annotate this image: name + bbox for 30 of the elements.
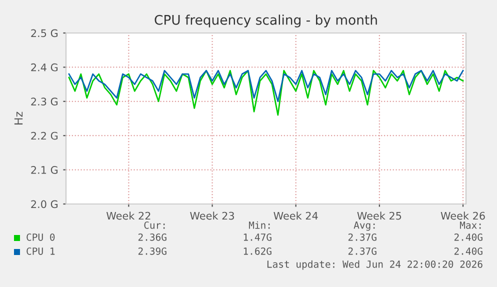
y-tick-label: 2.0 G	[31, 200, 58, 208]
x-tick-label: Week 24	[274, 212, 318, 220]
text: Avg:	[354, 222, 375, 231]
y-tick-label: 2.3 G	[31, 98, 58, 106]
text: Last update: Wed Jun 24 22:00:20 2026	[267, 260, 482, 270]
chart-title: CPU frequency scaling - by month	[154, 14, 377, 28]
text: 2.40G	[454, 233, 482, 241]
text: Min:	[248, 221, 270, 229]
y-axis-title: Hz	[14, 112, 23, 125]
x-tick-label: Week 22	[106, 212, 150, 220]
x-tick-label: Week 23	[190, 212, 234, 220]
text: 2.37G	[348, 233, 376, 241]
legend-label: CPU 0	[26, 233, 55, 241]
line-series	[68, 70, 464, 116]
x-tick-label: Week 26	[440, 212, 485, 220]
line-series	[68, 70, 464, 102]
y-tick-label: 2.1 G	[31, 166, 58, 174]
text: 2.37G	[348, 247, 376, 255]
text: Max:	[460, 222, 481, 229]
y-tick-label: 2.5 G	[31, 29, 58, 38]
y-tick-label: 2.2 G	[31, 132, 58, 140]
text: 1.47G	[244, 233, 272, 241]
text: 1.62G	[244, 247, 272, 255]
text: 2.36G	[138, 233, 166, 241]
x-tick-label: Week 25	[357, 212, 402, 220]
text: 2.40G	[454, 247, 482, 255]
legend-label: CPU 1	[26, 247, 55, 255]
text: 2.39G	[138, 247, 166, 255]
text: Cur:	[144, 221, 165, 229]
y-tick-label: 2.4 G	[31, 63, 58, 72]
